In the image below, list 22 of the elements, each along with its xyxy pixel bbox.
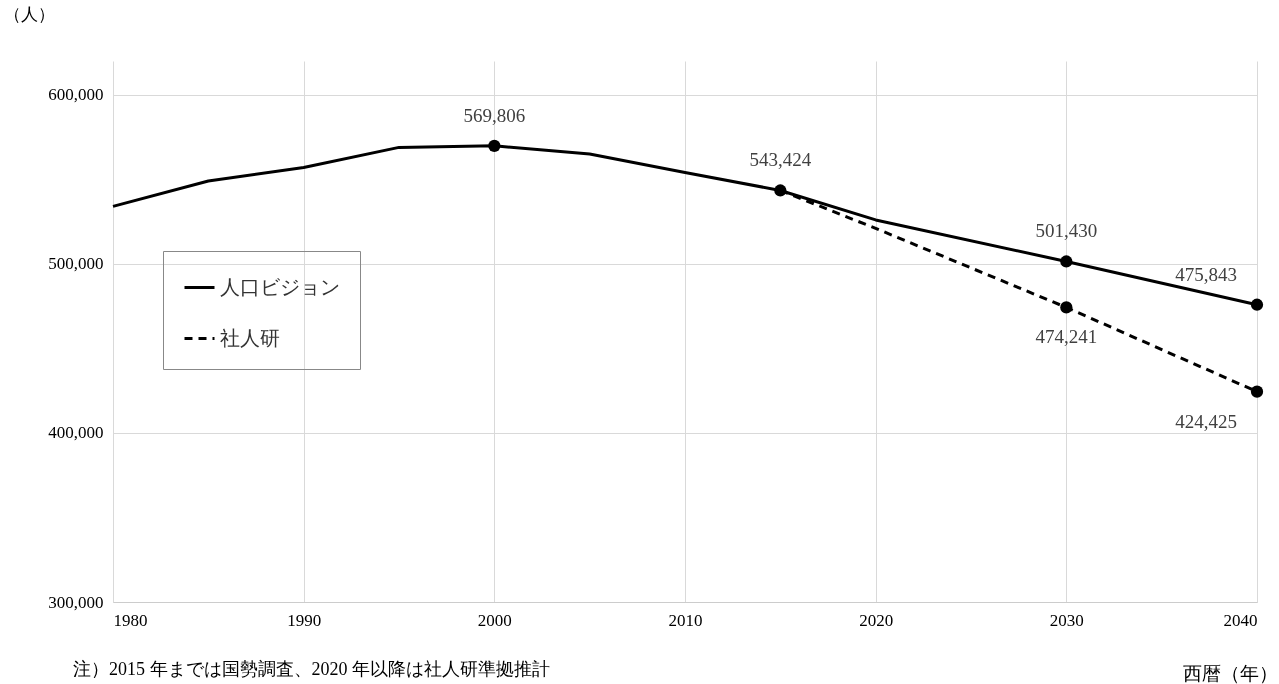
y-axis-title: （人）: [3, 4, 55, 24]
legend-label: 人口ビジョン: [220, 275, 340, 298]
y-tick-label: 300,000: [48, 592, 104, 612]
y-tick-label: 400,000: [48, 423, 104, 443]
x-tick-label: 2000: [477, 610, 512, 630]
x-tick-label: 1980: [113, 610, 148, 630]
data-label: 569,806: [463, 104, 526, 126]
data-label: 543,424: [749, 149, 812, 171]
y-tick-label: 600,000: [48, 85, 104, 105]
x-tick-label: 2030: [1049, 610, 1084, 630]
x-tick-label: 2040: [1223, 610, 1258, 630]
x-tick-label: 1990: [287, 610, 322, 630]
y-tick-label: 500,000: [48, 254, 104, 274]
x-tick-label: 2020: [859, 610, 894, 630]
x-tick-label: 2010: [668, 610, 703, 630]
data-label: 475,843: [1175, 263, 1237, 285]
x-axis-title: 西暦（年）: [1182, 662, 1278, 684]
data-label: 501,430: [1035, 220, 1098, 242]
legend-label: 社人研: [220, 326, 280, 349]
text: 注）2015 年までは国勢調査、2020 年以降は社人研準拠推計: [73, 659, 550, 679]
data-label: 474,241: [1035, 326, 1098, 348]
data-label: 424,425: [1175, 410, 1237, 432]
